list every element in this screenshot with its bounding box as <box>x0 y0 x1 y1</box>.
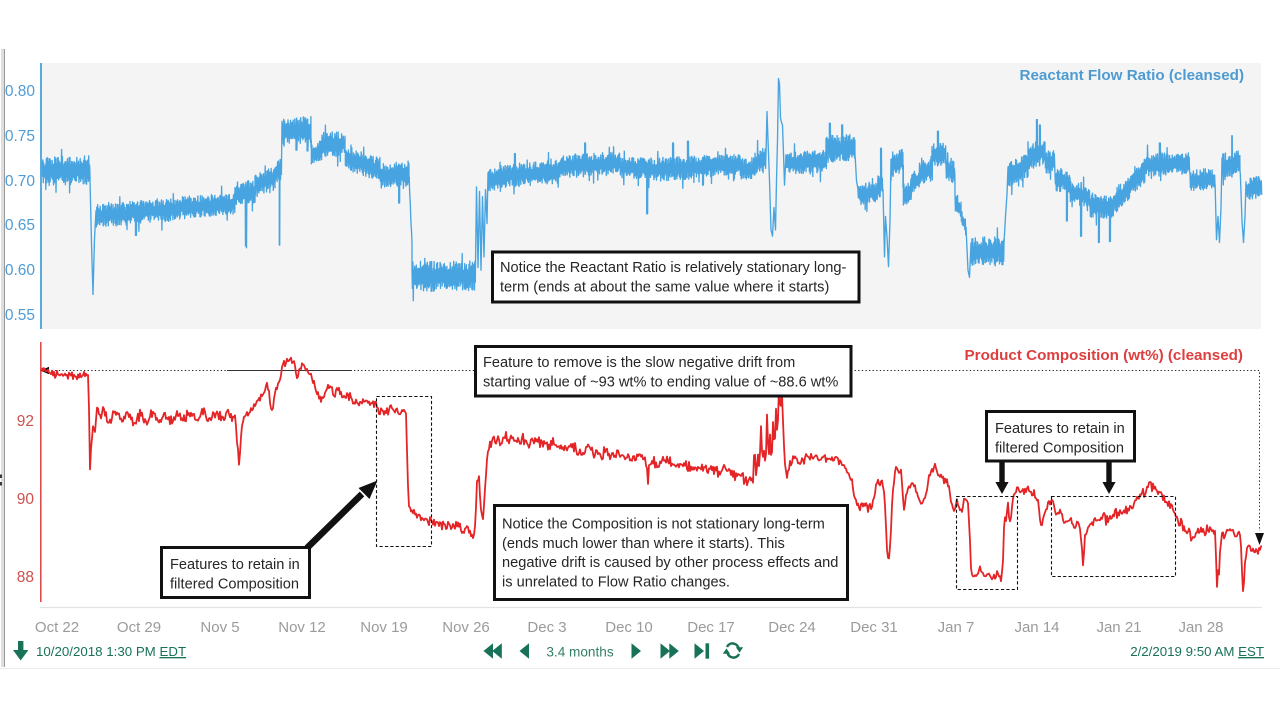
svg-text:0.80: 0.80 <box>5 83 36 100</box>
svg-text:Oct 29: Oct 29 <box>117 619 161 636</box>
svg-text:Jan 28: Jan 28 <box>1178 619 1223 636</box>
svg-text:3.4 months: 3.4 months <box>546 645 613 660</box>
svg-text:Nov 12: Nov 12 <box>278 619 326 636</box>
svg-text:Features to retain in: Features to retain in <box>170 557 300 573</box>
svg-text:Notice the Composition is not: Notice the Composition is not stationary… <box>502 517 825 533</box>
svg-text:Jan 14: Jan 14 <box>1014 619 1059 636</box>
svg-text:Product Composition (wt%) (cle: Product Composition (wt%) (cleansed) <box>965 347 1243 364</box>
svg-text:Nov 19: Nov 19 <box>360 619 408 636</box>
svg-text:92: 92 <box>17 413 34 430</box>
svg-text:term (ends at about the same v: term (ends at about the same value where… <box>500 279 829 295</box>
svg-text:filtered Composition: filtered Composition <box>995 440 1124 456</box>
svg-text:88: 88 <box>17 569 34 586</box>
svg-text:starting value of ~93 wt% to e: starting value of ~93 wt% to ending valu… <box>483 374 838 390</box>
svg-text:Nov 26: Nov 26 <box>442 619 490 636</box>
svg-text:Notice the Reactant Ratio is r: Notice the Reactant Ratio is relatively … <box>500 260 846 276</box>
svg-text:Nov 5: Nov 5 <box>200 619 239 636</box>
svg-text:10/20/2018 1:30 PM EDT: 10/20/2018 1:30 PM EDT <box>36 644 186 659</box>
svg-text:Dec 10: Dec 10 <box>605 619 653 636</box>
svg-text:Jan 7: Jan 7 <box>938 619 975 636</box>
svg-text:filtered Composition: filtered Composition <box>170 576 299 592</box>
svg-text:negative drift is caused by ot: negative drift is caused by other proces… <box>502 555 838 571</box>
svg-text:0.70: 0.70 <box>5 173 36 190</box>
svg-text:Dec 31: Dec 31 <box>850 619 898 636</box>
svg-text:Feature to remove is the slow: Feature to remove is the slow negative d… <box>483 355 795 371</box>
svg-text:0.65: 0.65 <box>5 217 35 234</box>
svg-text:(ends much lower than where it: (ends much lower than where it starts). … <box>502 536 785 552</box>
svg-text:is unrelated to Flow Ratio cha: is unrelated to Flow Ratio changes. <box>502 574 730 590</box>
svg-text:0.60: 0.60 <box>5 262 36 279</box>
svg-text:0.75: 0.75 <box>5 128 35 145</box>
svg-text:Jan 21: Jan 21 <box>1096 619 1141 636</box>
svg-text:Dec 24: Dec 24 <box>768 619 816 636</box>
svg-text:Dec 3: Dec 3 <box>527 619 566 636</box>
svg-text:Reactant Flow Ratio (cleansed): Reactant Flow Ratio (cleansed) <box>1020 67 1244 84</box>
svg-text:Features to retain in: Features to retain in <box>995 421 1125 437</box>
svg-text:Dec 17: Dec 17 <box>687 619 735 636</box>
svg-text:0.55: 0.55 <box>5 307 35 324</box>
svg-text:2/2/2019 9:50 AM EST: 2/2/2019 9:50 AM EST <box>1130 644 1264 659</box>
svg-text:Oct 22: Oct 22 <box>35 619 79 636</box>
svg-text:90: 90 <box>17 491 35 508</box>
